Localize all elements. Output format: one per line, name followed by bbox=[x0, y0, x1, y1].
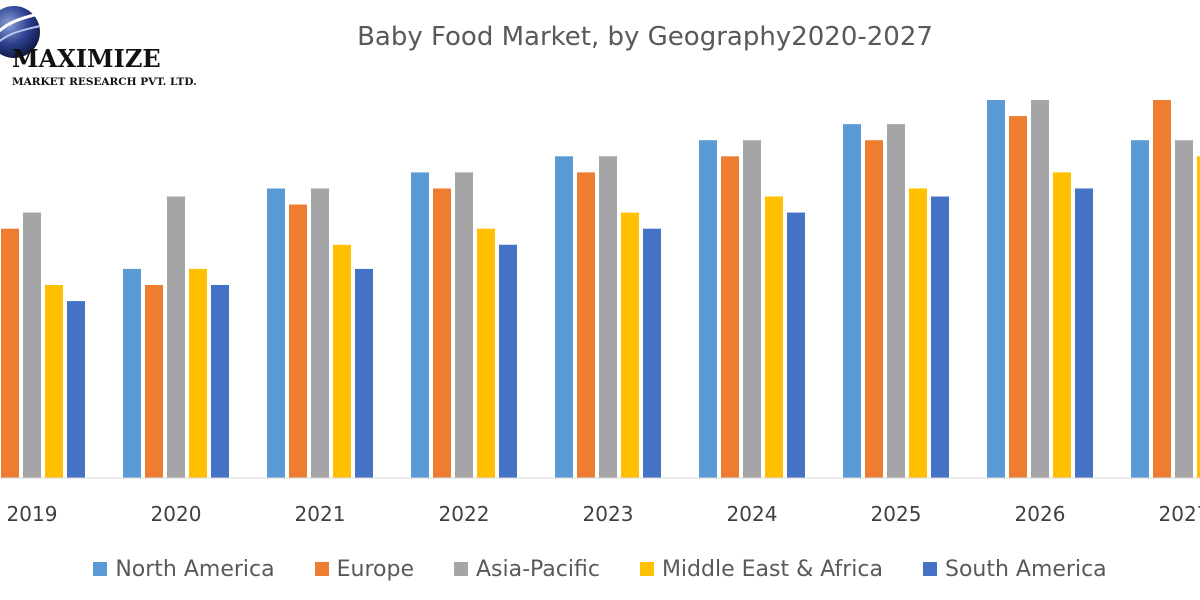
bar-2025-south-america bbox=[931, 196, 949, 479]
bar-2023-asia-pacific bbox=[599, 156, 617, 479]
legend-item: South America bbox=[922, 556, 1107, 582]
x-tick-label: 2019 bbox=[7, 502, 58, 526]
legend-label: Middle East & Africa bbox=[661, 556, 883, 582]
bar-2025-asia-pacific bbox=[887, 124, 905, 479]
bar-2022-north-america bbox=[411, 172, 429, 478]
x-tick-label: 2021 bbox=[295, 502, 346, 526]
bar-2025-middle-east-africa bbox=[909, 188, 927, 478]
bar-2023-europe bbox=[577, 172, 595, 478]
bar-2024-south-america bbox=[787, 212, 805, 478]
bar-2022-asia-pacific bbox=[455, 172, 473, 478]
bar-2020-asia-pacific bbox=[167, 196, 185, 479]
globe-logo-icon bbox=[0, 6, 41, 58]
bar-2025-europe bbox=[865, 140, 883, 478]
bar-2023-south-america bbox=[643, 228, 661, 478]
bar-2020-europe bbox=[145, 284, 163, 478]
bar-2021-north-america bbox=[267, 188, 285, 478]
bar-2019-south-america bbox=[67, 301, 85, 478]
legend-swatch bbox=[314, 562, 329, 576]
bar-2026-middle-east-africa bbox=[1053, 172, 1071, 478]
x-tick-label: 2022 bbox=[439, 502, 490, 526]
legend-item: Europe bbox=[314, 556, 414, 582]
bar-2020-middle-east-africa bbox=[189, 268, 207, 478]
bar-2019-asia-pacific bbox=[23, 212, 41, 478]
bar-2026-south-america bbox=[1075, 188, 1093, 478]
logo: MAXIMIZE MARKET RESEARCH PVT. LTD. bbox=[0, 0, 240, 100]
bar-2024-europe bbox=[721, 156, 739, 479]
bar-2021-europe bbox=[289, 204, 307, 478]
legend-label: North America bbox=[115, 556, 275, 582]
bar-2026-asia-pacific bbox=[1031, 100, 1049, 478]
bar-2019-middle-east-africa bbox=[45, 284, 63, 478]
legend-label: South America bbox=[944, 556, 1107, 582]
bar-2020-south-america bbox=[211, 284, 229, 478]
x-tick-label: 2024 bbox=[727, 502, 778, 526]
legend-label: Asia-Pacific bbox=[475, 556, 600, 582]
bar-2024-asia-pacific bbox=[743, 140, 761, 478]
legend-item: Asia-Pacific bbox=[453, 556, 600, 582]
legend-swatch bbox=[922, 562, 937, 576]
bar-2027-asia-pacific bbox=[1175, 140, 1193, 478]
legend-swatch bbox=[453, 562, 468, 576]
legend-item: Middle East & Africa bbox=[639, 556, 883, 582]
bar-2023-north-america bbox=[555, 156, 573, 479]
chart-title: Baby Food Market, by Geography2020-2027 bbox=[357, 22, 933, 52]
bar-2021-middle-east-africa bbox=[333, 244, 351, 478]
x-tick-label: 2027 bbox=[1159, 502, 1200, 526]
legend-swatch bbox=[93, 562, 108, 576]
legend-label: Europe bbox=[336, 556, 414, 582]
bar-2023-middle-east-africa bbox=[621, 212, 639, 478]
legend: North America Europe Asia-Pacific Middle Ea… bbox=[0, 552, 1200, 586]
logo-name: MAXIMIZE bbox=[12, 44, 161, 73]
x-tick-label: 2023 bbox=[583, 502, 634, 526]
legend-item: North America bbox=[93, 556, 275, 582]
x-tick-label: 2026 bbox=[1015, 502, 1066, 526]
x-tick-label: 2020 bbox=[151, 502, 202, 526]
bar-2026-north-america bbox=[987, 100, 1005, 478]
bar-2022-middle-east-africa bbox=[477, 228, 495, 478]
bar-2022-south-america bbox=[499, 244, 517, 478]
bar-2026-europe bbox=[1009, 116, 1027, 478]
bar-2024-middle-east-africa bbox=[765, 196, 783, 479]
bar-2022-europe bbox=[433, 188, 451, 478]
bar-2021-asia-pacific bbox=[311, 188, 329, 478]
bar-2027-north-america bbox=[1131, 140, 1149, 478]
bar-2020-north-america bbox=[123, 268, 141, 478]
logo-subtitle: MARKET RESEARCH PVT. LTD. bbox=[12, 76, 197, 88]
bar-2024-north-america bbox=[699, 140, 717, 478]
bar-2021-south-america bbox=[355, 268, 373, 478]
legend-swatch bbox=[639, 562, 654, 576]
bar-2027-europe bbox=[1153, 100, 1171, 478]
bar-2019-europe bbox=[1, 228, 19, 478]
x-tick-label: 2025 bbox=[871, 502, 922, 526]
bar-2027-middle-east-africa bbox=[1197, 156, 1200, 479]
bar-2025-north-america bbox=[843, 124, 861, 479]
